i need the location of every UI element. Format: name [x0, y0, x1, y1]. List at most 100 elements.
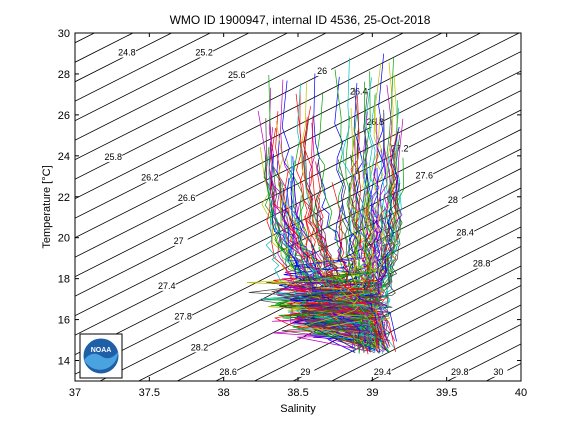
density-contour-line: [75, 33, 134, 63]
contour-label: 29.8: [451, 367, 469, 377]
profile-line: [310, 109, 392, 354]
noaa-logo: NOAA: [79, 333, 123, 379]
profile-line: [276, 83, 373, 342]
contour-label: 26.2: [141, 172, 159, 182]
contour-label: 28.8: [473, 258, 491, 268]
density-contour-line: [75, 33, 211, 102]
contour-label: 25.8: [104, 152, 122, 162]
contour-label: 25.2: [195, 48, 213, 58]
contour-label: 27.4: [158, 281, 176, 291]
y-axis-label: Temperature [°C]: [41, 165, 53, 248]
profile-line: [257, 110, 379, 349]
contour-label: 26: [317, 66, 327, 76]
x-tick-label: 38: [218, 387, 230, 399]
y-tick-label: 24: [58, 151, 70, 163]
contour-label-bg: [489, 367, 508, 377]
contour-label: 24.8: [118, 48, 136, 58]
density-contour-line: [75, 33, 249, 122]
density-contour-line: [0, 33, 17, 381]
contour-label-bg: [140, 173, 159, 183]
profile-line: [292, 183, 396, 348]
x-tick-label: 39.5: [436, 387, 457, 399]
y-tick-label: 18: [58, 274, 70, 286]
profile-line: [307, 117, 389, 349]
y-axis-ticks: 14 16 18 20 22 24 26 28 30: [58, 28, 521, 368]
density-contour-line: [75, 33, 481, 239]
density-contour-line: [292, 265, 521, 381]
contour-label: 28: [448, 195, 458, 205]
contour-label-bg: [450, 367, 469, 377]
density-contour-line: [75, 33, 365, 180]
contour-label-bg: [472, 259, 491, 269]
y-tick-label: 30: [58, 28, 70, 40]
noaa-logo-text: NOAA: [91, 347, 112, 354]
contour-label-bg: [104, 152, 123, 162]
profile-line: [302, 127, 364, 342]
density-contour-line: [75, 70, 521, 297]
density-contour-line: [99, 168, 521, 381]
profile-line: [314, 156, 393, 354]
contour-label-bg: [443, 195, 462, 205]
contour-label-bg: [157, 281, 176, 291]
chart-title: WMO ID 1900947, internal ID 4536, 25-Oct…: [170, 13, 431, 27]
x-tick-label: 37: [69, 387, 81, 399]
x-tick-label: 40: [515, 387, 527, 399]
contour-label-bg: [174, 312, 193, 322]
contour-label-bg: [169, 236, 188, 246]
density-contour-line: [75, 33, 443, 219]
y-tick-label: 14: [58, 356, 70, 368]
contour-label-bg: [313, 66, 332, 76]
density-contour-line: [331, 285, 521, 381]
contour-label-bg: [195, 48, 214, 58]
profile-line: [294, 155, 372, 341]
y-tick-label: 20: [58, 233, 70, 245]
profile-line: [268, 127, 396, 353]
density-contour-line: [75, 109, 521, 336]
profile-line: [304, 215, 383, 340]
profile-line: [315, 154, 380, 345]
contour-label: 29.4: [374, 367, 392, 377]
profile-line: [313, 131, 398, 351]
x-axis-ticks: 37 37.5 38 38.5 39 39.5 40: [69, 33, 527, 399]
density-contour-labels: 24.8 25.225.625.82626.226.426.626.82727.2…: [104, 48, 508, 377]
y-tick-label: 28: [58, 69, 70, 81]
density-contour-line: [370, 304, 521, 381]
contour-label: 29: [300, 367, 310, 377]
density-contour-line: [138, 187, 521, 381]
density-contour-line: [75, 90, 521, 317]
contour-label-bg: [190, 343, 209, 353]
profile-line: [283, 160, 365, 349]
profile-line: [269, 124, 390, 344]
contour-label: 30: [493, 367, 503, 377]
density-contour-line: [75, 33, 327, 161]
y-tick-label: 26: [58, 110, 70, 122]
x-tick-label: 38.5: [287, 387, 308, 399]
density-contour-line: [75, 51, 521, 278]
contour-label-bg: [219, 367, 238, 377]
contour-label: 28.4: [456, 228, 474, 238]
density-contour-line: [75, 33, 520, 258]
x-tick-label: 37.5: [139, 387, 160, 399]
density-contour-line: [75, 148, 521, 375]
contour-label: 28.6: [219, 367, 237, 377]
density-contour-line: [75, 33, 288, 141]
contour-label: 25.6: [228, 70, 246, 80]
contour-label-bg: [456, 228, 475, 238]
contour-label-bg: [415, 171, 434, 181]
profile-line: [369, 62, 394, 348]
contour-label-bg: [177, 193, 196, 203]
profile-line: [301, 159, 377, 347]
contour-label-bg: [349, 87, 368, 97]
contour-label-bg: [117, 48, 136, 58]
contour-label: 26.4: [350, 86, 368, 96]
profile-line: [264, 154, 378, 349]
contour-label-bg: [373, 367, 392, 377]
profile-lines: [246, 53, 404, 355]
x-tick-label: 39: [366, 387, 378, 399]
y-tick-label: 16: [58, 315, 70, 327]
contour-label-bg: [296, 367, 315, 377]
density-contour-line: [177, 207, 521, 381]
contour-label: 27: [174, 236, 184, 246]
contour-label: 26.6: [178, 193, 196, 203]
